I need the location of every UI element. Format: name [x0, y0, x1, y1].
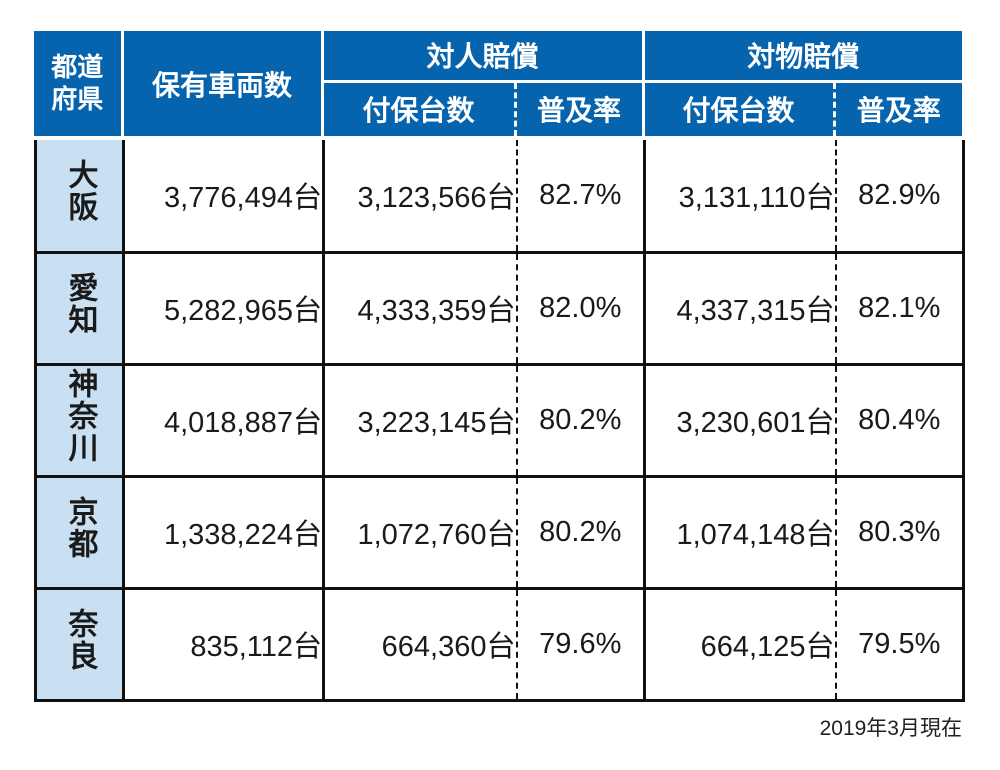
header-prefecture-line1: 都道: [51, 52, 104, 83]
cell-prefecture: 京都: [35, 476, 124, 590]
header-owned-vehicles: 保有車両数: [120, 31, 322, 136]
cell-owned-vehicles: 3,776,494台: [122, 140, 324, 254]
prefecture-label: 奈良: [63, 608, 97, 672]
cell-prefecture: 大阪: [35, 140, 124, 254]
header-pd-insured-count: 付保台数: [641, 81, 835, 136]
header-prefecture: 都道 府県: [34, 31, 122, 136]
header-bi-penetration-rate: 普及率: [513, 81, 644, 136]
header-property-damage-group: 対物賠償: [641, 31, 963, 83]
cell-pd-rate: 80.3%: [834, 476, 964, 590]
cell-pd-rate: 80.4%: [834, 364, 964, 478]
cell-prefecture: 神奈川: [35, 364, 124, 478]
cell-prefecture: 愛知: [35, 252, 124, 366]
cell-bi-insured: 664,360台: [322, 588, 517, 702]
header-body-gap: [34, 136, 962, 140]
cell-bi-rate: 79.6%: [515, 588, 645, 702]
cell-pd-insured: 3,230,601台: [643, 364, 836, 478]
cell-bi-insured: 1,072,760台: [322, 476, 517, 590]
cell-pd-insured: 1,074,148台: [643, 476, 836, 590]
header-bi-insured-count: 付保台数: [320, 81, 515, 136]
cell-bi-insured: 3,223,145台: [322, 364, 517, 478]
prefecture-label: 大阪: [63, 159, 97, 224]
table-row-nara: 奈良 835,112台 664,360台 79.6% 664,125台 79.5…: [35, 588, 964, 702]
cell-bi-rate: 82.7%: [515, 140, 645, 254]
as-of-date-note: 2019年3月現在: [819, 717, 962, 740]
cell-owned-vehicles: 1,338,224台: [122, 476, 324, 590]
cell-bi-rate: 80.2%: [515, 476, 645, 590]
cell-pd-rate: 79.5%: [834, 588, 964, 702]
table-row-kyoto: 京都 1,338,224台 1,072,760台 80.2% 1,074,148…: [35, 476, 964, 590]
table-body: 大阪 3,776,494台 3,123,566台 82.7% 3,131,110…: [34, 140, 965, 702]
cell-pd-insured: 4,337,315台: [643, 252, 836, 366]
cell-bi-rate: 82.0%: [515, 252, 645, 366]
insurance-penetration-table: 都道 府県 保有車両数 対人賠償 対物賠償 付保台数 普及率 付保台数 普及率 …: [34, 31, 965, 702]
cell-owned-vehicles: 5,282,965台: [122, 252, 324, 366]
cell-pd-rate: 82.1%: [834, 252, 964, 366]
header-pd-penetration-rate: 普及率: [832, 81, 963, 136]
cell-bi-insured: 3,123,566台: [322, 140, 517, 254]
cell-pd-insured: 3,131,110台: [643, 140, 836, 254]
prefecture-label: 愛知: [63, 272, 97, 336]
cell-owned-vehicles: 835,112台: [122, 588, 324, 702]
cell-prefecture: 奈良: [35, 588, 124, 702]
cell-pd-insured: 664,125台: [643, 588, 836, 702]
header-prefecture-line2: 府県: [51, 83, 104, 114]
table-row-kanagawa: 神奈川 4,018,887台 3,223,145台 80.2% 3,230,60…: [35, 364, 964, 478]
cell-bi-insured: 4,333,359台: [322, 252, 517, 366]
prefecture-label: 京都: [63, 496, 97, 560]
table-row-aichi: 愛知 5,282,965台 4,333,359台 82.0% 4,337,315…: [35, 252, 964, 366]
table-header: 都道 府県 保有車両数 対人賠償 対物賠償 付保台数 普及率 付保台数 普及率: [34, 31, 963, 136]
cell-pd-rate: 82.9%: [834, 140, 964, 254]
table-row-osaka: 大阪 3,776,494台 3,123,566台 82.7% 3,131,110…: [35, 140, 964, 254]
prefecture-label: 神奈川: [63, 368, 97, 464]
cell-owned-vehicles: 4,018,887台: [122, 364, 324, 478]
cell-bi-rate: 80.2%: [515, 364, 645, 478]
header-bodily-injury-group: 対人賠償: [320, 31, 644, 83]
